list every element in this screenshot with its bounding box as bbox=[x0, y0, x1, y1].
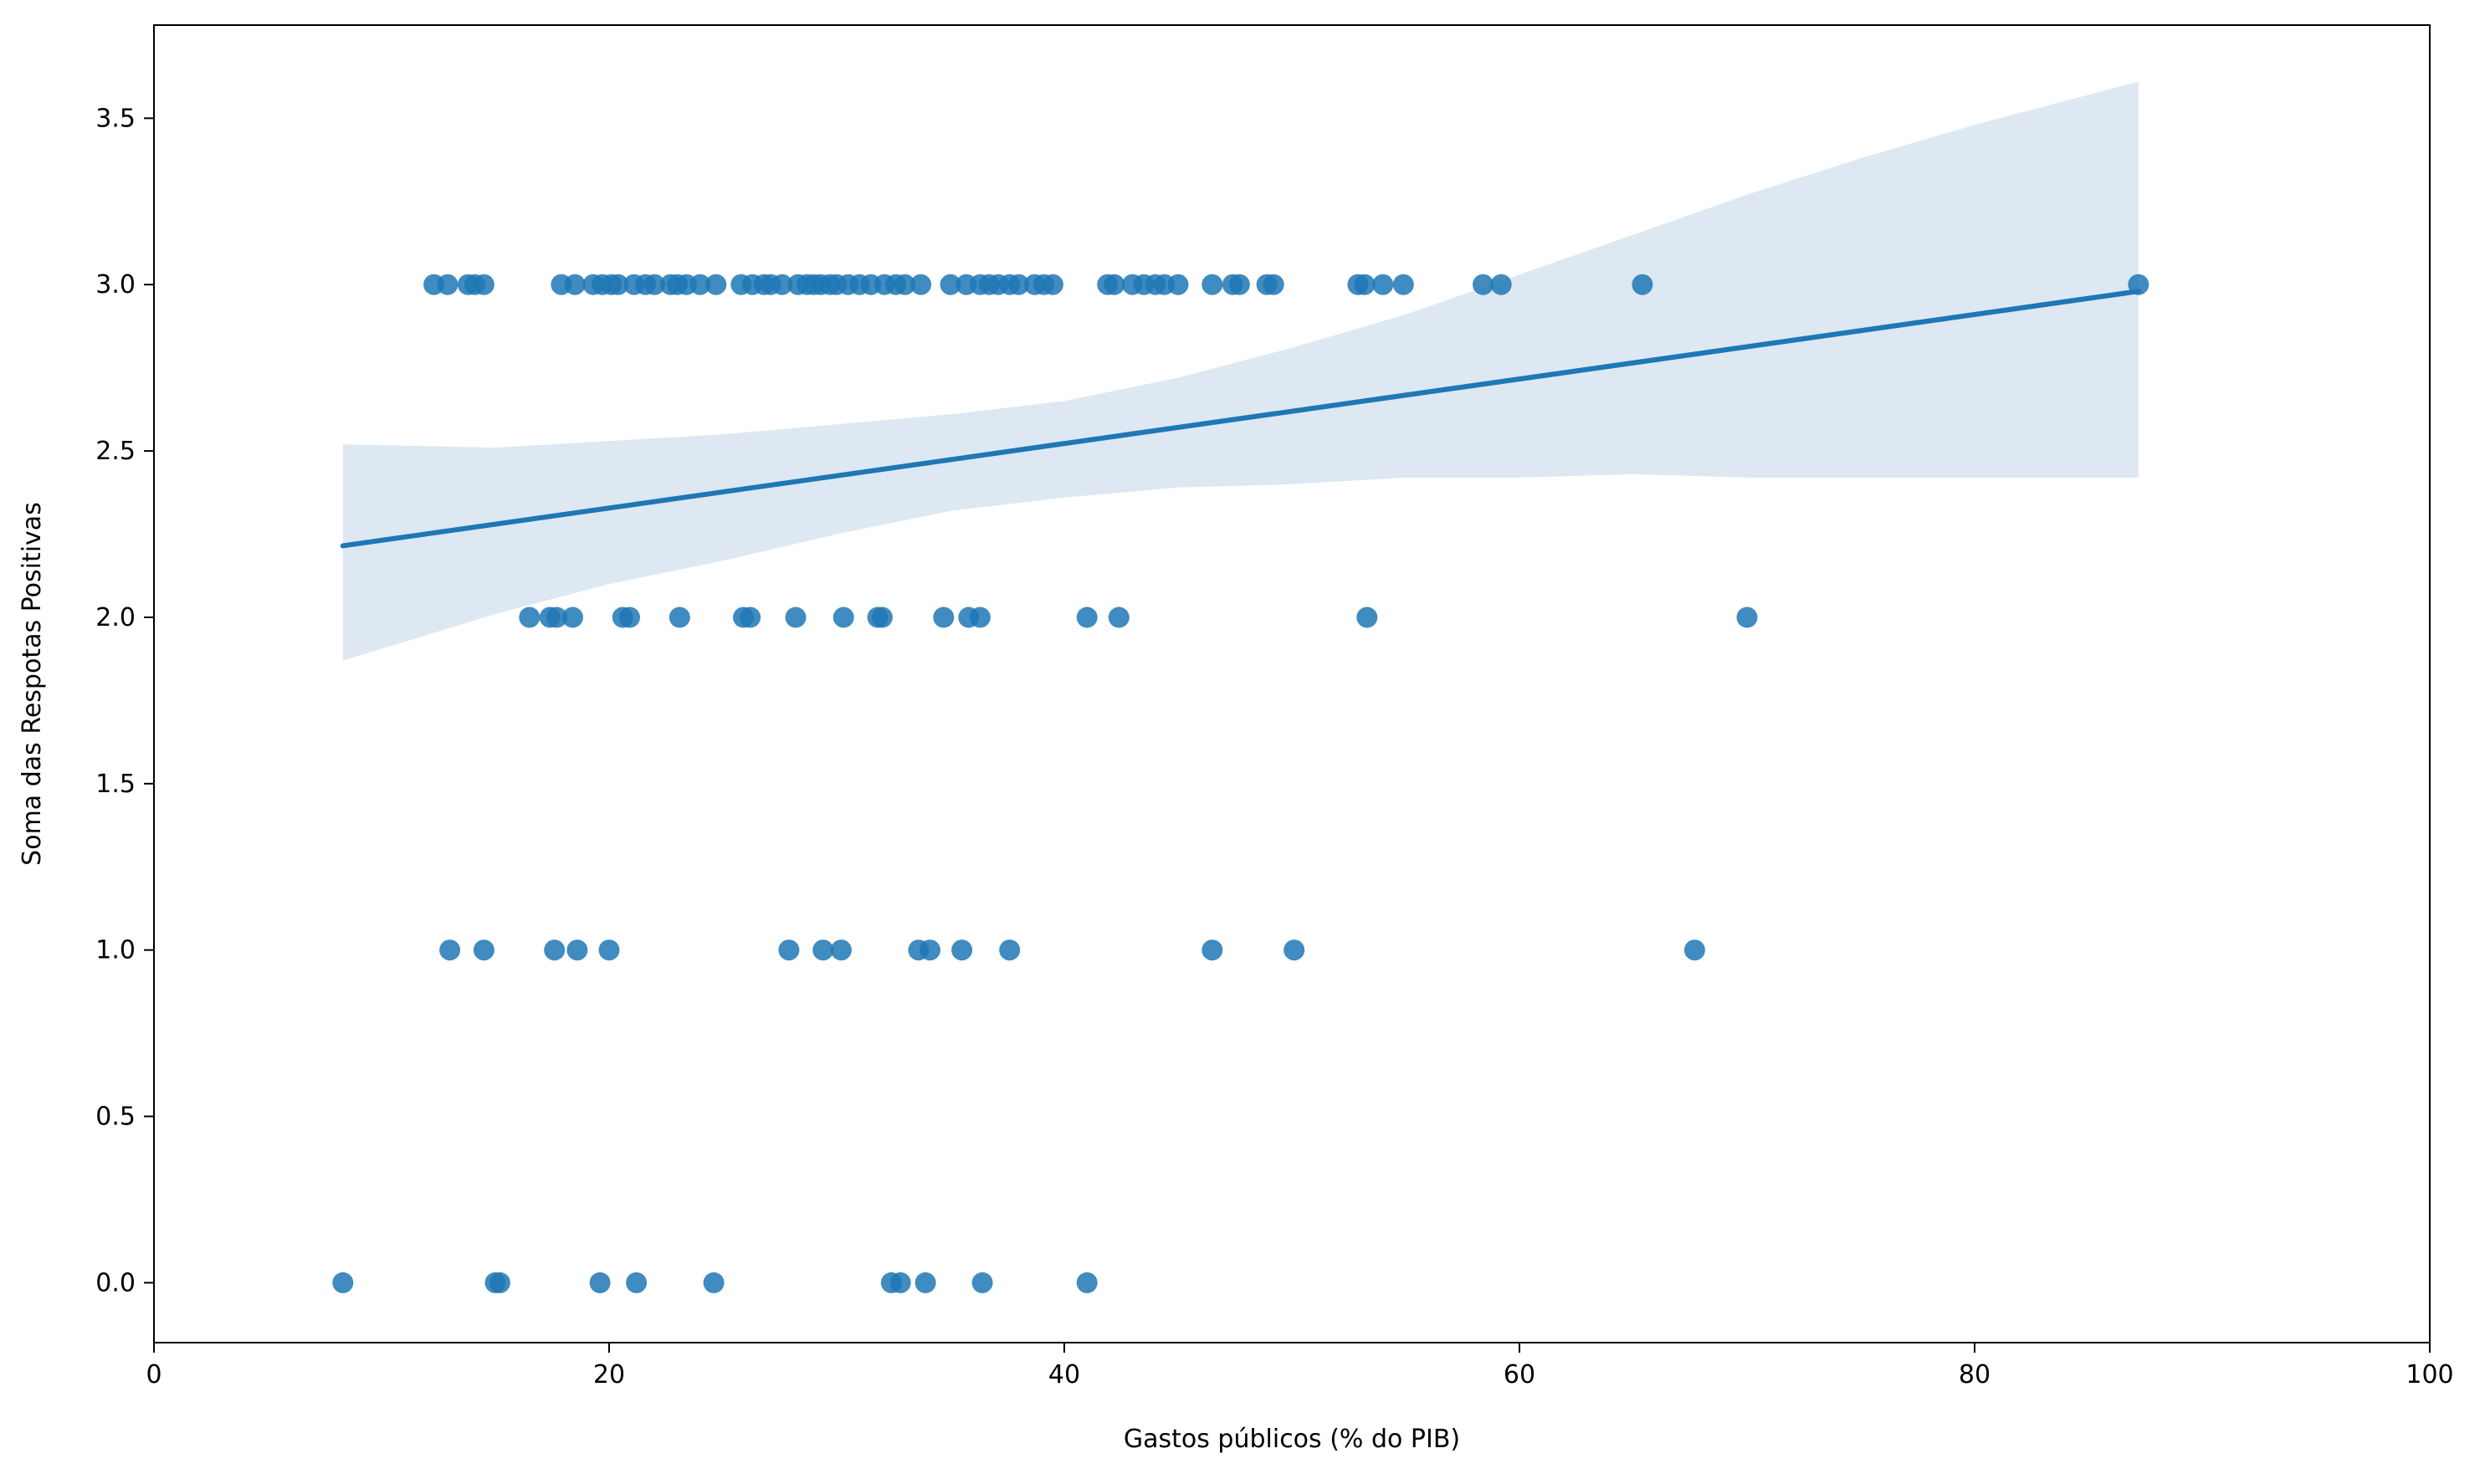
data-point bbox=[1736, 606, 1758, 628]
data-point bbox=[1076, 1272, 1098, 1293]
y-tick-label: 3.5 bbox=[95, 104, 136, 133]
data-point bbox=[546, 606, 567, 628]
data-point bbox=[830, 939, 852, 961]
data-point bbox=[999, 939, 1021, 961]
data-point bbox=[1473, 274, 1494, 295]
data-point bbox=[1683, 939, 1705, 961]
data-point bbox=[951, 939, 973, 961]
y-axis-label: Soma das Respotas Positivas bbox=[18, 502, 47, 866]
data-point bbox=[1392, 274, 1414, 295]
data-point bbox=[1104, 274, 1125, 295]
data-point bbox=[598, 939, 620, 961]
x-tick-label: 80 bbox=[1959, 1360, 1991, 1389]
data-point bbox=[740, 606, 761, 628]
data-point bbox=[619, 606, 640, 628]
data-point bbox=[705, 274, 727, 295]
data-point bbox=[1108, 606, 1130, 628]
y-tick-label: 0.0 bbox=[95, 1268, 136, 1297]
data-point bbox=[473, 274, 494, 295]
data-point bbox=[564, 274, 586, 295]
data-point bbox=[1202, 939, 1223, 961]
y-tick-label: 1.0 bbox=[95, 936, 136, 965]
x-tick-label: 20 bbox=[593, 1360, 625, 1389]
data-point bbox=[332, 1272, 354, 1293]
data-point bbox=[812, 939, 834, 961]
data-point bbox=[1356, 606, 1378, 628]
data-point bbox=[971, 1272, 993, 1293]
data-point bbox=[915, 1272, 936, 1293]
y-axis-ticks: 0.0 0.5 1.0 1.5 2.0 2.5 3.0 3.5 bbox=[95, 104, 154, 1297]
data-point bbox=[1354, 274, 1376, 295]
x-tick-label: 0 bbox=[146, 1360, 161, 1389]
data-point bbox=[519, 606, 541, 628]
data-point bbox=[643, 274, 665, 295]
data-point bbox=[833, 606, 854, 628]
data-point bbox=[437, 274, 459, 295]
data-point bbox=[933, 606, 955, 628]
x-axis-ticks: 0 20 40 60 80 100 bbox=[146, 1343, 2454, 1389]
regression-line-layer bbox=[340, 289, 2141, 549]
data-point bbox=[1076, 606, 1098, 628]
x-tick-label: 60 bbox=[1504, 1360, 1535, 1389]
data-point bbox=[1008, 274, 1030, 295]
data-point bbox=[889, 1272, 911, 1293]
data-point bbox=[566, 939, 588, 961]
data-point bbox=[439, 939, 461, 961]
data-point bbox=[2128, 274, 2149, 295]
data-point bbox=[1372, 274, 1394, 295]
x-axis-label: Gastos públicos (% do PIB) bbox=[1124, 1425, 1460, 1454]
confidence-band bbox=[342, 81, 2139, 661]
data-point bbox=[778, 939, 800, 961]
data-point bbox=[1490, 274, 1512, 295]
data-point bbox=[1228, 274, 1250, 295]
y-tick-label: 3.0 bbox=[95, 270, 136, 299]
regression-line bbox=[340, 289, 2141, 549]
data-point bbox=[562, 606, 583, 628]
data-point bbox=[894, 274, 916, 295]
axes-frame bbox=[153, 24, 2431, 1343]
data-point bbox=[785, 606, 807, 628]
data-point bbox=[1167, 274, 1189, 295]
data-point bbox=[544, 939, 566, 961]
data-point bbox=[969, 606, 991, 628]
data-point bbox=[1632, 274, 1653, 295]
data-point bbox=[1283, 939, 1305, 961]
confidence-band-layer bbox=[342, 81, 2139, 661]
y-tick-label: 1.5 bbox=[95, 770, 136, 799]
data-point bbox=[703, 1272, 725, 1293]
data-point bbox=[626, 1272, 648, 1293]
data-point bbox=[940, 274, 961, 295]
y-tick-label: 2.0 bbox=[95, 603, 136, 632]
x-tick-label: 100 bbox=[2406, 1360, 2453, 1389]
data-point bbox=[871, 606, 893, 628]
data-point bbox=[589, 1272, 611, 1293]
data-point bbox=[1202, 274, 1223, 295]
y-tick-label: 0.5 bbox=[95, 1103, 136, 1132]
data-point bbox=[920, 939, 940, 961]
data-point bbox=[669, 606, 690, 628]
y-tick-label: 2.5 bbox=[95, 437, 136, 466]
x-tick-label: 40 bbox=[1048, 1360, 1080, 1389]
data-point bbox=[689, 274, 711, 295]
data-point bbox=[473, 939, 494, 961]
data-point bbox=[910, 274, 932, 295]
data-point bbox=[607, 274, 629, 295]
data-point bbox=[1263, 274, 1284, 295]
data-point bbox=[1042, 274, 1063, 295]
data-points-layer bbox=[332, 274, 2149, 1293]
data-point bbox=[771, 274, 793, 295]
data-point bbox=[489, 1272, 510, 1293]
